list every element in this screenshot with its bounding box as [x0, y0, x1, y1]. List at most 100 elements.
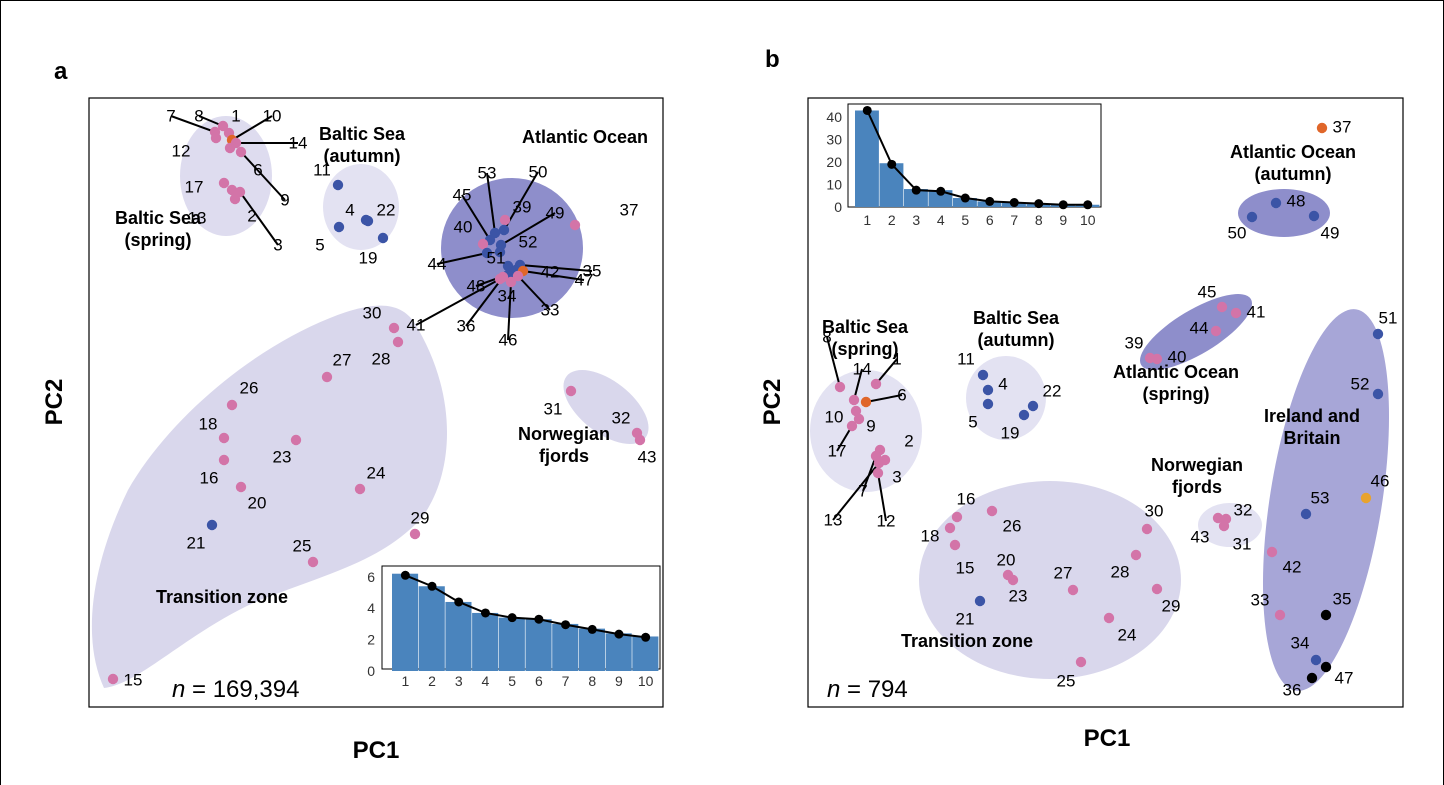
point-b-18 [944, 522, 956, 534]
point-a-41 [494, 273, 506, 285]
group-label-b-4: Ireland and Britain [1264, 406, 1360, 448]
point-a-33 [512, 270, 524, 282]
point-b-1 [870, 378, 882, 390]
inset-xtick-b-7: 7 [1010, 212, 1018, 228]
inset-line-point-a-10 [641, 632, 651, 642]
hull-b-ireland-britain [1262, 309, 1390, 691]
point-b-52 [1372, 388, 1384, 400]
point-a-15 [107, 673, 119, 685]
point-b-51 [1372, 328, 1384, 340]
inset-line-point-b-9 [1058, 200, 1068, 210]
point-label-a-51: 51 [487, 249, 506, 268]
point-label-a-3: 3 [273, 236, 282, 255]
point-label-a-44: 44 [428, 255, 447, 274]
panel-a-points [107, 120, 646, 685]
point-label-b-24: 24 [1118, 626, 1137, 645]
panel-b-leader-lines [826, 336, 903, 522]
point-label-a-25: 25 [293, 537, 312, 556]
inset-ytick-a-2: 2 [367, 632, 375, 648]
point-b-44 [1210, 325, 1222, 337]
inset-line-point-a-1 [400, 570, 410, 580]
point-label-a-32: 32 [612, 409, 631, 428]
point-label-b-43: 43 [1191, 528, 1210, 547]
point-b-31 [1218, 520, 1230, 532]
point-label-a-40: 40 [454, 218, 473, 237]
point-b-35 [1320, 609, 1332, 621]
inset-bar-a-3 [445, 601, 472, 671]
point-label-b-3: 3 [892, 468, 901, 487]
point-label-b-32: 32 [1234, 501, 1253, 520]
leader-line-a-49 [500, 212, 556, 246]
point-a-8 [217, 120, 229, 132]
point-b-45 [1216, 301, 1228, 313]
point-a-12 [210, 132, 222, 144]
point-label-a-22: 22 [377, 201, 396, 220]
point-b-11 [977, 369, 989, 381]
group-label-b-1: Baltic Sea (spring) [822, 317, 909, 359]
leader-line-a-44 [436, 252, 488, 265]
point-a-30 [388, 322, 400, 334]
point-label-b-25: 25 [1057, 672, 1076, 691]
panel-a-inset-bars [392, 573, 659, 671]
point-a-43 [634, 434, 646, 446]
leader-line-a-10 [231, 115, 273, 141]
point-label-b-44: 44 [1190, 319, 1209, 338]
inset-xtick-a-7: 7 [562, 673, 570, 689]
panel-a-xlabel: PC1 [353, 737, 400, 764]
point-a-18 [218, 432, 230, 444]
point-b-47 [1320, 661, 1332, 673]
inset-xtick-a-8: 8 [588, 673, 596, 689]
point-label-a-50: 50 [529, 163, 548, 182]
point-b-40 [1151, 353, 1163, 365]
point-label-a-6: 6 [253, 161, 262, 180]
point-b-28 [1130, 549, 1142, 561]
point-label-b-21: 21 [956, 610, 975, 629]
inset-line-point-b-5 [960, 193, 970, 203]
inset-xtick-a-4: 4 [482, 673, 490, 689]
point-b-16 [951, 511, 963, 523]
point-label-b-52: 52 [1351, 375, 1370, 394]
group-label-b-2: Baltic Sea (autumn) [973, 308, 1060, 350]
panel-a-ylabel: PC2 [41, 379, 68, 426]
point-label-b-4: 4 [998, 375, 1007, 394]
point-label-a-2: 2 [247, 207, 256, 226]
leader-line-a-41 [415, 278, 501, 326]
point-label-b-46: 46 [1371, 472, 1390, 491]
inset-ytick-a-0: 0 [367, 663, 375, 679]
inset-line-point-a-7 [561, 620, 571, 630]
hull-b-norwegian [1198, 503, 1262, 547]
leader-line-b-12 [877, 472, 887, 522]
point-label-b-16: 16 [957, 490, 976, 509]
point-b-29 [1151, 583, 1163, 595]
point-label-b-15: 15 [956, 559, 975, 578]
point-label-a-41: 41 [407, 316, 426, 335]
point-b-33 [1274, 609, 1286, 621]
panel-b-points [834, 122, 1384, 684]
point-label-a-15: 15 [124, 671, 143, 690]
inset-line-point-a-5 [507, 613, 517, 623]
panel-b-hulls [810, 189, 1390, 691]
point-label-a-12: 12 [172, 142, 191, 161]
point-label-a-39: 39 [513, 198, 532, 217]
group-label-b-3: Atlantic Ocean (spring) [1113, 362, 1239, 404]
point-a-11 [332, 179, 344, 191]
point-label-a-35: 35 [583, 262, 602, 281]
point-b-50 [1246, 211, 1258, 223]
point-label-a-29: 29 [411, 509, 430, 528]
point-label-b-36: 36 [1283, 681, 1302, 700]
inset-ytick-b-40: 40 [826, 109, 842, 125]
point-a-37 [569, 219, 581, 231]
group-label-b-0: Atlantic Ocean (autumn) [1230, 142, 1356, 184]
inset-bar-a-7 [552, 623, 579, 671]
group-label-b-6: Transition zone [901, 631, 1033, 651]
panel-b-group-labels: Atlantic Ocean (autumn) Baltic Sea (spring)… [822, 142, 1360, 651]
inset-xtick-a-5: 5 [508, 673, 516, 689]
hull-b-transition [919, 481, 1181, 679]
point-a-22 [362, 215, 374, 227]
point-label-a-5: 5 [315, 236, 324, 255]
point-label-b-35: 35 [1333, 590, 1352, 609]
panel-a-plot-area [88, 97, 664, 708]
point-a-39 [499, 214, 511, 226]
